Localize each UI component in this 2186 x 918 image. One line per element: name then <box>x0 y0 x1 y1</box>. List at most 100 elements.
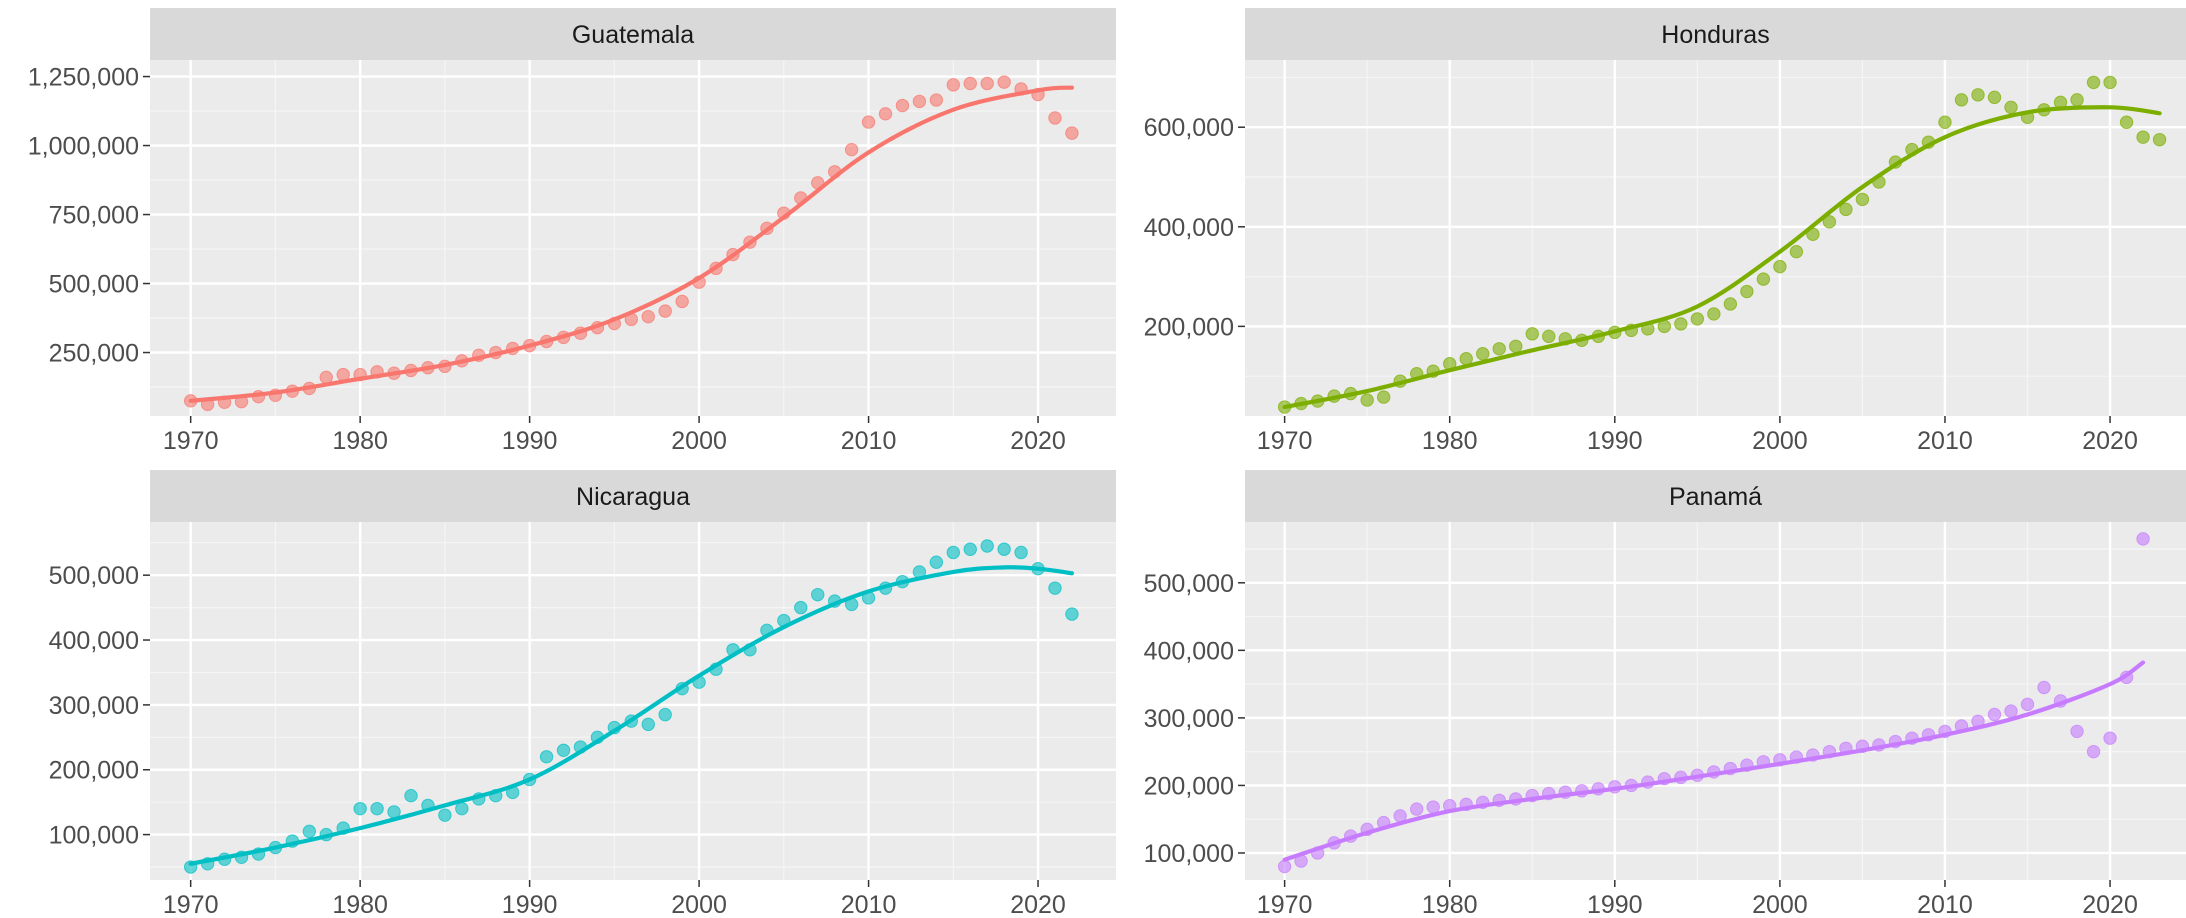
data-point <box>1789 244 1804 259</box>
data-point <box>658 707 672 722</box>
data-point <box>2004 704 2018 718</box>
data-point <box>1839 202 1853 217</box>
facet-strip <box>1245 470 2186 522</box>
data-point <box>1376 390 1391 404</box>
x-tick-label: 2000 <box>671 427 727 455</box>
data-point <box>1707 307 1721 321</box>
data-point <box>861 115 876 129</box>
x-tick-label: 2010 <box>1917 891 1973 918</box>
x-tick-label: 1970 <box>163 891 219 918</box>
data-point <box>2020 697 2035 712</box>
y-tick-label: 200,000 <box>1144 313 1234 341</box>
facet-title: Honduras <box>1661 21 1769 49</box>
gridlines <box>150 60 1116 416</box>
plot-area <box>1277 75 2167 414</box>
gridlines <box>1245 522 2186 880</box>
data-point <box>980 76 994 91</box>
data-point <box>811 587 825 602</box>
x-tick-label: 1980 <box>1422 891 1478 918</box>
x-tick-label: 1970 <box>163 427 219 455</box>
data-point <box>641 309 655 324</box>
data-point <box>1542 329 1556 344</box>
data-point <box>2103 731 2117 745</box>
x-tick-label: 2000 <box>671 891 727 918</box>
data-point <box>1525 327 1539 341</box>
panel-4: Panamá 1970 1980 1990 2000 2010 2020 100,000 200… <box>1144 470 2186 918</box>
trend-line <box>188 565 1075 866</box>
data-point <box>997 542 1011 556</box>
y-tick-label: 250,000 <box>49 340 139 368</box>
x-tick-label: 2000 <box>1752 427 1808 455</box>
data-point <box>1360 393 1374 407</box>
y-tick-label: 200,000 <box>49 757 139 785</box>
x-tick-label: 1990 <box>1587 891 1643 918</box>
data-point <box>1690 312 1705 326</box>
data-point <box>2070 93 2084 107</box>
x-tick-label: 1990 <box>502 427 558 455</box>
data-point <box>641 717 655 732</box>
data-point <box>1476 347 1490 361</box>
data-point <box>1987 90 2002 105</box>
x-tick-label: 1990 <box>1587 427 1643 455</box>
panel-background <box>150 522 1116 880</box>
data-point <box>404 788 418 803</box>
facet-title: Guatemala <box>572 21 694 49</box>
data-point <box>844 142 859 157</box>
data-point <box>539 750 554 764</box>
data-point <box>794 600 808 615</box>
trend-line <box>1282 105 2162 410</box>
x-tick-label: 2020 <box>2082 891 2138 918</box>
y-tick-label: 500,000 <box>49 562 139 590</box>
x-tick-label: 2020 <box>1010 427 1066 455</box>
x-tick-label: 1970 <box>1257 427 1313 455</box>
data-point <box>1987 707 2002 722</box>
y-tick-label: 600,000 <box>1144 114 1234 142</box>
trend-line <box>1282 660 2146 862</box>
x-tick-label: 2010 <box>841 891 897 918</box>
data-point <box>997 75 1011 89</box>
panel-3: Nicaragua 1970 1980 1990 2000 2010 2020 100,000… <box>49 470 1116 918</box>
y-tick-label: 1,000,000 <box>28 133 139 161</box>
x-tick-label: 2000 <box>1752 891 1808 918</box>
data-point <box>556 743 571 757</box>
data-point <box>438 808 452 822</box>
facet-title: Panamá <box>1669 483 1762 511</box>
x-tick-label: 2010 <box>1917 427 1973 455</box>
y-tick-label: 750,000 <box>49 202 139 230</box>
data-point <box>1740 284 1754 299</box>
data-point <box>912 94 927 109</box>
data-point <box>963 542 977 556</box>
plot-area <box>183 539 1079 874</box>
data-point <box>2152 132 2167 147</box>
panel-1: Guatemala 1970 1980 1990 2000 2010 2020 250,000… <box>28 8 1116 455</box>
y-tick-label: 300,000 <box>1144 705 1234 733</box>
data-point <box>1971 88 1985 102</box>
data-point <box>963 76 977 91</box>
y-tick-label: 400,000 <box>49 627 139 655</box>
data-point <box>658 304 672 318</box>
facet-strip <box>150 8 1116 60</box>
data-point <box>929 93 944 107</box>
data-point <box>1014 545 1028 560</box>
data-point <box>1674 317 1688 331</box>
data-point <box>878 107 893 121</box>
facet-strip <box>1245 8 2186 60</box>
y-tick-label: 100,000 <box>49 822 139 850</box>
panel-2: Honduras 1970 1980 1990 2000 2010 2020 200,000 4… <box>1144 8 2186 455</box>
data-point <box>1048 581 1062 595</box>
y-tick-label: 1,250,000 <box>28 64 139 92</box>
data-point <box>2070 724 2084 739</box>
data-point <box>946 78 961 92</box>
data-point <box>1855 192 1870 207</box>
x-tick-label: 2010 <box>841 427 897 455</box>
data-point <box>1492 342 1506 356</box>
y-tick-label: 300,000 <box>49 692 139 720</box>
data-point <box>1277 859 1292 874</box>
x-tick-label: 1980 <box>1422 427 1478 455</box>
data-point <box>675 294 689 309</box>
data-point <box>1773 259 1787 274</box>
data-point <box>2136 130 2150 144</box>
data-point <box>1938 115 1952 129</box>
data-point <box>980 539 994 553</box>
facet-strip <box>150 470 1116 522</box>
